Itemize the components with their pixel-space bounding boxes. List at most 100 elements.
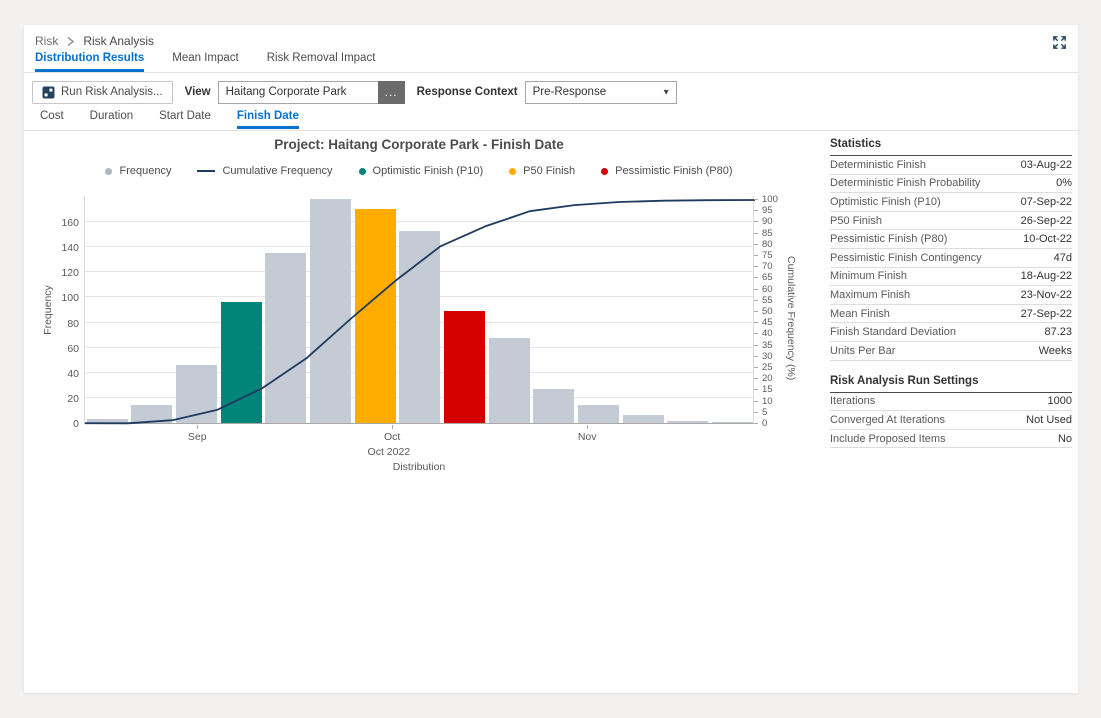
y-axis-title-right: Cumulative Frequency (%)	[785, 255, 797, 381]
bar-frequency	[265, 253, 307, 423]
row-label: Pessimistic Finish Contingency	[830, 251, 982, 264]
right-tick	[754, 355, 758, 357]
tab-distribution-results[interactable]: Distribution Results	[35, 52, 145, 72]
right-tick	[754, 400, 758, 402]
tab-mean-impact[interactable]: Mean Impact	[172, 52, 239, 64]
response-context-select[interactable]: Pre-Response ▾	[524, 80, 677, 104]
bar-pessimistic-finish-p80	[444, 311, 486, 423]
row-value: 10-Oct-22	[1023, 233, 1072, 246]
x-tick	[392, 425, 394, 429]
right-tick	[754, 344, 758, 346]
row-label: Maximum Finish	[830, 288, 911, 301]
row-value: 23-Nov-22	[1020, 288, 1072, 301]
right-tick	[754, 266, 758, 268]
right-tick	[754, 243, 758, 245]
risk-analysis-die-icon	[42, 86, 55, 98]
legend-item-pessimistic-finish-p80[interactable]: Pessimistic Finish (P80)	[601, 165, 733, 177]
legend-item-frequency[interactable]: Frequency	[105, 165, 171, 177]
row-label: Units Per Bar	[830, 344, 896, 357]
legend-label: P50 Finish	[523, 165, 576, 177]
right-tick	[754, 378, 758, 380]
run-risk-analysis-button[interactable]: Run Risk Analysis...	[32, 80, 173, 104]
row-value: 03-Aug-22	[1020, 158, 1072, 171]
gridline	[85, 221, 753, 223]
table-row-pessimistic-finish-contingency: Pessimistic Finish Contingency 47d	[830, 249, 1072, 268]
bar-optimistic-finish-p10	[220, 302, 262, 423]
legend-item-optimistic-finish-p10[interactable]: Optimistic Finish (P10)	[358, 165, 483, 177]
right-tick-label: 65	[762, 272, 773, 284]
row-value: 26-Sep-22	[1020, 214, 1072, 227]
right-tick-label: 20	[762, 373, 773, 385]
chart-legend: Frequency Cumulative Frequency Optimistic …	[64, 165, 774, 177]
row-value: Weeks	[1038, 344, 1072, 357]
right-tick-label: 90	[762, 216, 773, 228]
right-tick-label: 80	[762, 238, 773, 250]
y-tick-label: 0	[73, 418, 79, 430]
legend-line-marker	[197, 170, 216, 172]
row-value: 0%	[1056, 177, 1072, 190]
row-label: Converged At Iterations	[830, 413, 945, 426]
tab-start-date[interactable]: Start Date	[159, 110, 211, 122]
y-tick-label: 140	[61, 242, 79, 255]
bar-frequency	[488, 337, 530, 423]
run-settings-title: Risk Analysis Run Settings	[830, 375, 1072, 393]
right-tick-label: 30	[762, 350, 773, 362]
x-axis-secondary-label: Oct 2022	[367, 446, 411, 458]
view-browse-button[interactable]: ...	[377, 80, 405, 104]
table-row-p50-finish: P50 Finish 26-Sep-22	[830, 212, 1072, 231]
y-tick-label: 60	[67, 342, 79, 355]
row-value: 07-Sep-22	[1020, 195, 1072, 208]
right-tick	[754, 299, 758, 301]
right-tick	[754, 199, 758, 200]
row-value: No	[1057, 432, 1072, 445]
statistics-panel: Statistics Deterministic Finish 03-Aug-22…	[830, 138, 1072, 449]
right-tick	[754, 423, 758, 424]
legend-label: Cumulative Frequency	[222, 165, 333, 177]
right-tick	[754, 389, 758, 391]
view-input[interactable]	[217, 80, 378, 104]
right-tick-label: 75	[762, 250, 773, 261]
right-tick-label: 60	[762, 283, 773, 295]
view-label: View	[184, 86, 211, 98]
y-tick-label: 160	[61, 217, 79, 230]
tab-finish-date[interactable]: Finish Date	[236, 110, 299, 129]
legend-dot-marker	[601, 167, 609, 175]
y-tick-label: 20	[67, 392, 79, 405]
breadcrumb-risk[interactable]: Risk	[35, 34, 59, 48]
right-tick-label: 5	[762, 406, 768, 418]
chart-title: Project: Haitang Corporate Park - Finish…	[274, 137, 564, 152]
x-tick	[587, 425, 589, 429]
breadcrumb: Risk Risk Analysis	[35, 31, 154, 51]
run-risk-analysis-label: Run Risk Analysis...	[61, 86, 163, 98]
right-tick-label: 0	[762, 418, 768, 429]
tab-risk-removal-impact[interactable]: Risk Removal Impact	[266, 52, 376, 64]
bar-frequency	[533, 389, 575, 423]
row-label: Include Proposed Items	[830, 432, 946, 445]
bar-frequency	[712, 421, 754, 423]
row-label: P50 Finish	[830, 214, 882, 227]
response-context-label: Response Context	[416, 86, 518, 98]
right-tick-label: 95	[762, 205, 773, 217]
right-tick	[754, 333, 758, 335]
right-tick	[754, 311, 758, 312]
tab-duration[interactable]: Duration	[89, 110, 134, 122]
row-label: Finish Standard Deviation	[830, 326, 956, 339]
legend-label: Pessimistic Finish (P80)	[615, 165, 733, 177]
table-row-deterministic-finish: Deterministic Finish 03-Aug-22	[830, 156, 1072, 175]
x-axis-title: Distribution	[392, 461, 446, 473]
legend-item-p50-finish[interactable]: P50 Finish	[509, 165, 575, 177]
app-window: Risk Risk Analysis Distribution Results …	[24, 25, 1078, 693]
tab-cost[interactable]: Cost	[40, 110, 64, 122]
legend-item-cumulative-frequency[interactable]: Cumulative Frequency	[197, 165, 333, 177]
right-tick	[754, 221, 758, 223]
right-tick-label: 15	[762, 384, 773, 396]
expand-icon[interactable]	[1048, 31, 1070, 53]
table-row-deterministic-finish-probability: Deterministic Finish Probability 0%	[830, 175, 1072, 194]
row-value: 87.23	[1044, 326, 1072, 339]
row-label: Optimistic Finish (P10)	[830, 195, 941, 208]
right-tick-label: 10	[762, 395, 773, 407]
row-value: 47d	[1053, 251, 1072, 264]
right-tick	[754, 277, 758, 279]
right-tick	[754, 322, 758, 324]
right-tick	[754, 411, 758, 413]
